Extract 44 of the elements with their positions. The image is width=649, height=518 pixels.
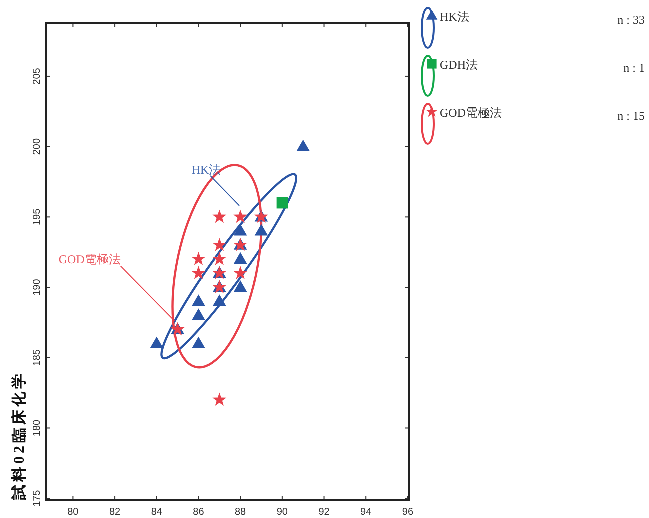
x-tick-label: 86 — [193, 507, 205, 518]
x-tick-label: 84 — [151, 507, 163, 518]
point — [234, 224, 248, 236]
legend-label: HK法 — [440, 10, 470, 24]
point — [192, 336, 206, 348]
point — [150, 336, 164, 348]
y-tick-label: 195 — [32, 208, 43, 226]
text: n : 33 — [618, 13, 645, 27]
x-tick-label: 96 — [402, 507, 414, 518]
y-tick-label: 190 — [32, 278, 43, 296]
annotation: GOD電極法 — [58, 252, 121, 266]
y-tick-label: 200 — [32, 138, 43, 156]
annotation: HK法 — [192, 162, 222, 177]
point — [276, 198, 288, 209]
legend-label: GOD電極法 — [440, 106, 502, 120]
y-tick-label: 185 — [32, 349, 43, 366]
x-tick-label: 90 — [276, 507, 288, 518]
y-tick-label: 205 — [32, 68, 43, 85]
point — [212, 238, 227, 252]
point — [192, 252, 206, 266]
x-tick-label: 92 — [318, 507, 330, 518]
point — [212, 392, 227, 406]
point — [192, 308, 206, 320]
point — [192, 294, 206, 306]
x-tick-label: 80 — [68, 507, 80, 518]
point — [234, 266, 248, 280]
y-axis-title: 試料02臨床化学 — [10, 371, 28, 501]
point — [234, 252, 248, 264]
x-tick-label: 88 — [235, 507, 247, 518]
x-tick-label: 82 — [109, 507, 122, 518]
point — [192, 266, 206, 280]
x-tick-label: 94 — [360, 507, 372, 518]
point — [296, 140, 310, 152]
point — [212, 252, 227, 266]
y-tick-label: 180 — [32, 419, 43, 437]
text: n : 1 — [624, 61, 645, 75]
point — [213, 294, 226, 306]
point — [254, 224, 268, 236]
text: n : 15 — [618, 109, 645, 123]
legend-label: GDH法 — [440, 58, 478, 72]
point — [212, 210, 227, 224]
y-tick-label: 175 — [32, 490, 43, 507]
point — [234, 280, 248, 292]
point — [234, 210, 248, 224]
